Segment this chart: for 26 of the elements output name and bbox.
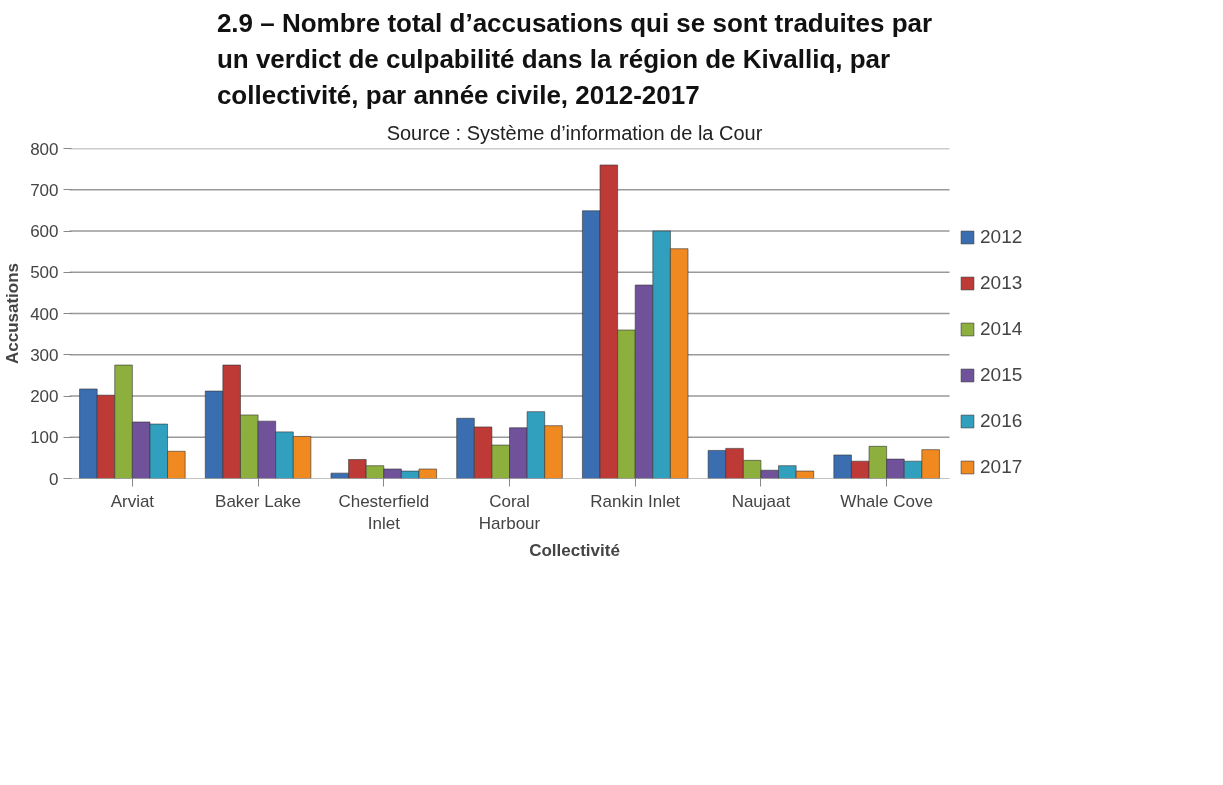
legend-label: 2015 — [980, 364, 1023, 386]
x-tick-label: Whale Cove — [840, 491, 933, 511]
chart-subtitle: Source : Système d’information de la Cour — [386, 121, 763, 144]
x-tick-label: Rankin Inlet — [590, 491, 681, 511]
legend-label: 2014 — [980, 318, 1023, 340]
x-tick-label: Arviat — [110, 491, 155, 511]
x-tick-label: Baker Lake — [215, 491, 302, 511]
legend-label: 2013 — [980, 272, 1023, 294]
y-tick-label: 500 — [30, 263, 59, 283]
chart-title: 2.9 – Nombre total d’accusations qui se sont traduites par un verdict de culpabilité dans la région de Kivalliq, par collectivité, par année civile, 2012-2017 — [216, 7, 933, 110]
x-tick-label: Coral Harbour — [478, 491, 541, 534]
y-tick-label: 600 — [30, 222, 59, 241]
x-axis-title: Collectivité — [529, 541, 620, 561]
y-tick-label: 100 — [30, 428, 59, 448]
y-tick-label: 0 — [49, 469, 59, 489]
x-tick-label: Chesterfield Inlet — [338, 491, 430, 534]
legend-label: 2016 — [980, 410, 1023, 432]
y-tick-label: 800 — [30, 139, 59, 159]
y-tick-label: 700 — [30, 180, 59, 200]
y-tick-label: 200 — [30, 387, 59, 406]
y-tick-label: 400 — [30, 304, 59, 324]
x-tick-label: Naujaat — [731, 491, 791, 511]
legend-label: 2012 — [980, 226, 1023, 248]
y-tick-label: 300 — [30, 345, 59, 365]
legend-label: 2017 — [980, 456, 1023, 478]
y-axis-title: Accusations — [3, 262, 23, 365]
